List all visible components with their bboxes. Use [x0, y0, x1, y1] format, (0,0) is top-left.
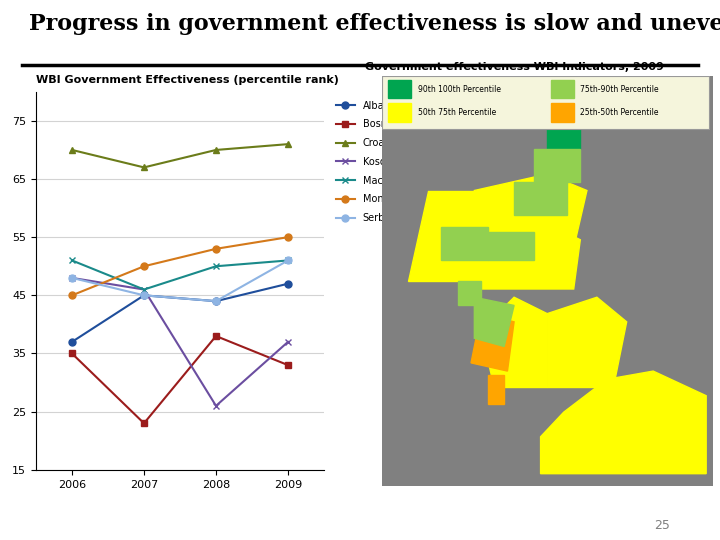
Albania [140, 292, 148, 299]
Serbia [284, 257, 292, 264]
Bosnia [212, 333, 220, 339]
Text: WBI Government Effectiveness (percentile rank): WBI Government Effectiveness (percentile… [36, 76, 339, 85]
Polygon shape [481, 224, 580, 289]
Polygon shape [534, 150, 580, 183]
Croatia [212, 147, 220, 153]
Albania [68, 339, 76, 345]
Polygon shape [471, 314, 514, 371]
Text: 50th 75th Percentile: 50th 75th Percentile [418, 108, 496, 117]
Macedonia [284, 257, 292, 264]
Macedonia [212, 263, 220, 269]
Line: Macedonia: Macedonia [68, 257, 292, 293]
Croatia [284, 141, 292, 147]
Polygon shape [514, 183, 567, 215]
Line: Kosovo: Kosovo [68, 274, 292, 409]
Kosovo [284, 339, 292, 345]
Polygon shape [541, 371, 706, 474]
Text: Progress in government effectiveness is slow and uneven: Progress in government effectiveness is … [29, 12, 720, 35]
Line: Bosnia: Bosnia [68, 333, 292, 427]
Montenegro [284, 234, 292, 240]
Polygon shape [547, 297, 626, 388]
Macedonia [140, 286, 148, 293]
Legend: Albania, Bosnia, Croatia, Kosovo, Macedonia, Montenegro, Serbia: Albania, Bosnia, Croatia, Kosovo, Macedo… [332, 97, 426, 227]
Line: Albania: Albania [68, 280, 292, 346]
Polygon shape [474, 174, 587, 248]
FancyBboxPatch shape [382, 76, 709, 129]
Polygon shape [487, 375, 504, 404]
Polygon shape [408, 191, 481, 281]
Bosnia [140, 420, 148, 427]
Bar [551, 103, 574, 122]
Serbia [212, 298, 220, 305]
Text: Government effectiveness WBI Indicators, 2009: Government effectiveness WBI Indicators,… [365, 62, 664, 72]
Croatia [68, 147, 76, 153]
Bosnia [284, 362, 292, 368]
Albania [284, 280, 292, 287]
Kosovo [212, 403, 220, 409]
Bosnia [68, 350, 76, 357]
Text: 25th-50th Percentile: 25th-50th Percentile [580, 108, 659, 117]
Polygon shape [481, 297, 547, 388]
Croatia [140, 164, 148, 171]
Line: Serbia: Serbia [68, 257, 292, 305]
Kosovo [68, 275, 76, 281]
Bar [388, 103, 411, 122]
Macedonia [68, 257, 76, 264]
Text: 25: 25 [654, 519, 670, 532]
Bar [388, 80, 411, 98]
Polygon shape [458, 281, 481, 306]
Polygon shape [547, 117, 580, 150]
Albania [212, 298, 220, 305]
Kosovo [140, 286, 148, 293]
Montenegro [140, 263, 148, 269]
Line: Croatia: Croatia [68, 140, 292, 171]
Bar [551, 80, 574, 98]
Montenegro [212, 246, 220, 252]
Serbia [68, 275, 76, 281]
Polygon shape [474, 297, 514, 347]
Text: 75th-90th Percentile: 75th-90th Percentile [580, 85, 659, 93]
Montenegro [68, 292, 76, 299]
Serbia [140, 292, 148, 299]
Polygon shape [487, 232, 534, 260]
Polygon shape [441, 227, 487, 260]
Line: Montenegro: Montenegro [68, 234, 292, 299]
Text: 90th 100th Percentile: 90th 100th Percentile [418, 85, 501, 93]
